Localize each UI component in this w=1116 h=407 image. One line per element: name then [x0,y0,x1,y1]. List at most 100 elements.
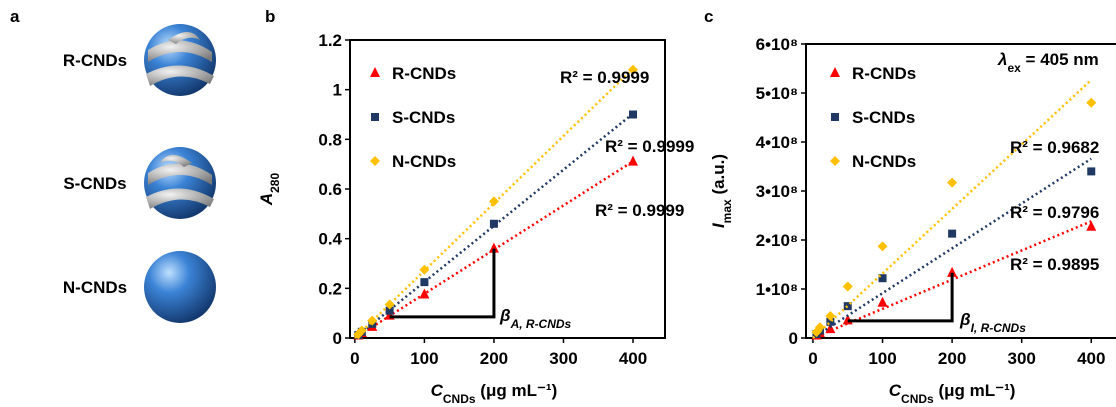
marker [488,242,499,253]
marker [370,67,380,77]
marker [489,219,498,228]
annotation-part: A, R-CNDs [510,317,572,331]
fit-label: R² = 0.9682 [1010,138,1099,157]
marker [367,315,378,326]
legend-label: N-CNDs [392,152,456,171]
fit-label: R² = 0.9895 [1010,255,1099,274]
sphere-label: S-CNDs [63,174,126,193]
marker [419,264,430,275]
marker [1086,220,1097,231]
y-tick-label: 2•10⁸ [756,231,798,250]
condition-label: λex = 405 nm [997,50,1099,75]
y-tick-label: 3•10⁸ [756,182,798,201]
legend-label: R-CNDs [852,64,916,83]
x-tick-label: 200 [938,349,966,368]
y-tick-label: 4•10⁸ [756,133,798,152]
marker [814,322,825,333]
marker [878,274,887,283]
y-tick-label: 0 [333,329,342,348]
x-axis-label-part: C [889,381,902,400]
condition-label-part: = 405 nm [1021,50,1099,69]
x-tick-label: 400 [619,349,647,368]
bracket [847,272,954,323]
marker [628,155,639,166]
legend-label: S-CNDs [852,108,915,127]
x-axis-label-part: (μg mL⁻¹) [476,381,558,400]
x-axis-label-part: (μg mL⁻¹) [934,381,1016,400]
y-axis-label-part: 280 [268,173,282,193]
annotation-part: β [959,310,971,329]
marker [356,325,367,336]
marker [830,67,840,77]
marker [947,177,958,188]
y-tick-label: 0.6 [318,180,342,199]
legend-marker [831,113,839,121]
marker [419,288,430,299]
legend-label: N-CNDs [852,152,916,171]
y-axis-label: Imax (a.u.) [709,154,734,228]
marker [831,113,839,121]
panel-label: b [265,7,275,26]
marker [628,64,639,75]
marker [385,306,394,315]
x-axis-label-part: CNDs [443,392,476,406]
marker [825,323,836,334]
x-tick-label: 100 [410,349,438,368]
marker [877,241,888,252]
marker [1087,167,1096,176]
fit-label: R² = 0.9999 [595,201,684,220]
y-axis-label: A280 [257,173,282,207]
legend-label: R-CNDs [392,64,456,83]
x-axis-label-part: C [431,381,444,400]
y-tick-label: 5•10⁸ [756,84,798,103]
y-tick-label: 0.8 [318,130,342,149]
marker [947,266,958,277]
x-tick-label: 200 [480,349,508,368]
marker [842,281,853,292]
trend-line [812,79,1093,339]
marker [877,296,888,307]
marker [826,317,835,326]
bracket [389,248,496,319]
marker [384,299,395,310]
marker [830,156,840,166]
sphere-s [144,147,216,219]
trend-line [812,157,1092,340]
marker [1086,97,1097,108]
panel-label: a [10,7,20,26]
x-tick-label: 400 [1077,349,1105,368]
y-axis-label-part: A [257,193,276,206]
marker [629,110,638,119]
x-axis-label: CCNDs (μg mL⁻¹) [889,381,1016,406]
legend-marker [370,156,380,166]
marker [488,196,499,207]
marker [371,113,379,121]
legend-marker [370,67,380,77]
x-tick-label: 300 [1007,349,1035,368]
y-tick-label: 1•10⁸ [756,280,798,299]
sphere-r [144,24,216,96]
y-tick-label: 6•10⁸ [756,35,798,54]
marker [843,302,852,311]
legend-marker [830,156,840,166]
x-axis-label: CCNDs (μg mL⁻¹) [431,381,558,406]
y-axis-label-part: max [720,199,734,223]
fit-label: R² = 0.9796 [1010,203,1099,222]
x-tick-label: 0 [808,349,817,368]
legend-marker [830,67,840,77]
y-axis-label-part: (a.u.) [709,154,728,199]
fit-label: R² = 0.9999 [605,137,694,156]
marker [370,156,380,166]
sphere-label: N-CNDs [63,278,127,297]
sphere-label: R-CNDs [63,51,127,70]
sphere-n [144,251,216,323]
x-tick-label: 100 [868,349,896,368]
annotation-part: I, R-CNDs [971,321,1027,335]
y-tick-label: 0 [789,329,798,348]
x-tick-label: 0 [350,349,359,368]
panel-label: c [704,7,713,26]
legend-label: S-CNDs [392,108,455,127]
condition-label-part: ex [1007,61,1021,75]
plot-frame [805,43,1116,339]
